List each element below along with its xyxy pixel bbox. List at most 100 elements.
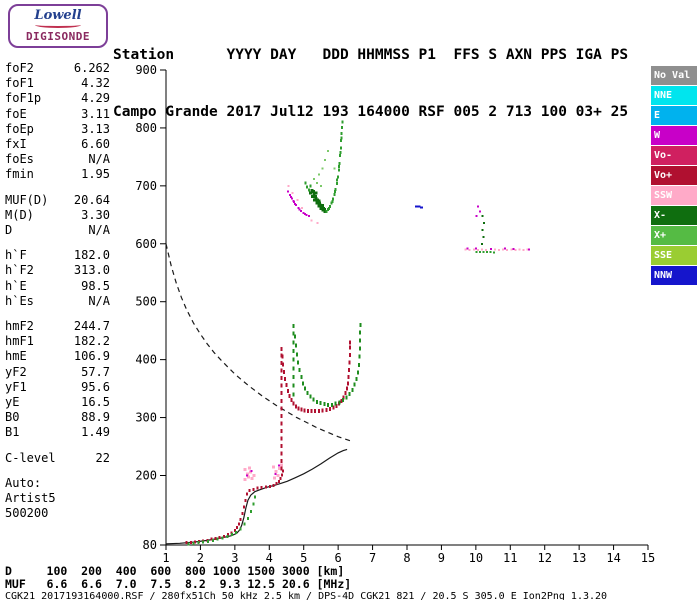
F2-trace-O-point (328, 406, 331, 411)
F1-ledge-O-point (279, 476, 282, 480)
hop2-W-magenta-point (287, 190, 290, 193)
F2-trace-O-point (280, 347, 283, 352)
oblique-magenta-point (475, 215, 478, 217)
F1-ledge-O-point (275, 482, 278, 486)
x-tick-label: 4 (266, 551, 273, 565)
param-label: hmF1 (5, 334, 34, 349)
F2-trace-X-point (292, 348, 295, 353)
hop2-X-green-rise-point (307, 188, 310, 192)
hop2-X-green-rise-point (341, 120, 344, 124)
F2-trace-O-point (345, 386, 348, 391)
oblique-magenta-point (512, 248, 515, 250)
F1-ledge-O-point (282, 469, 285, 473)
param-row-hme: hmE 106.9 (5, 349, 110, 364)
x-tick-label: 8 (403, 551, 410, 565)
param-label: B1 (5, 425, 20, 440)
logo-swoosh-icon (35, 22, 81, 28)
hop2-W-magenta-point (298, 208, 301, 211)
hop2-X-green-rise-point (309, 184, 312, 188)
E-trace-X-point (197, 541, 200, 545)
oblique-pink-line-point (514, 249, 517, 252)
F2-trace-X-point (357, 362, 360, 367)
E-trace-X-point (226, 534, 229, 538)
F2-trace-X-point (292, 324, 295, 328)
F2-trace-O-point (280, 398, 283, 403)
F2-trace-X-point (309, 394, 312, 399)
E-trace-O-point (244, 498, 247, 502)
oblique-pink-line-point (518, 248, 521, 251)
E-trace-X-point (239, 527, 242, 531)
param-row-hmf2: hmF2 244.7 (5, 319, 110, 334)
oblique-pink-line-point (526, 248, 529, 251)
F2-trace-O-point (306, 409, 309, 414)
hop2-X-green-rise-point (328, 205, 331, 209)
F2-trace-X-point (330, 402, 333, 407)
hop2-X-darkgreen-point (322, 206, 326, 210)
oblique-magenta-point (476, 205, 479, 208)
hop2-X-darkgreen-point (318, 201, 322, 205)
F1-pink-cluster-point (243, 468, 247, 472)
hop2-X-green-rise-point (340, 139, 343, 143)
F2-trace-X-point (306, 391, 309, 396)
characteristics-panel: foF2 6.262 foF1 4.32 foF1p 4.29 foE 3.11 foEp 3.1… (5, 61, 110, 531)
oblique-magenta-point (490, 248, 492, 250)
E-trace-X-point (254, 495, 257, 499)
param-value: 182.0 (73, 248, 110, 263)
F2-trace-O-point (280, 391, 283, 396)
E-trace-X-point (231, 533, 234, 537)
E-trace-O-point (218, 536, 221, 539)
hop2-X-green-rise-point (331, 200, 334, 203)
oblique-pink-line-point (502, 248, 505, 251)
E-trace-O-point (210, 537, 213, 541)
legend-item-nne: NNE (651, 86, 697, 105)
F2-trace-O-point (280, 406, 283, 411)
E-trace-O-point (243, 505, 246, 509)
nnw-dash-point (417, 205, 421, 208)
F2-trace-O-point (310, 409, 313, 414)
E-trace-O-point (239, 518, 242, 521)
true-height-profile (165, 448, 348, 545)
F1-ledge-O-point (272, 483, 275, 487)
muf-row: MUF 6.6 6.6 7.0 7.5 8.2 9.3 12.5 20.6 [M… (5, 577, 352, 591)
param-label: fxI (5, 137, 27, 152)
F1-ledge-O-point (260, 486, 263, 490)
hop2-X-green-rise-point (328, 206, 331, 210)
param-row-clevel: C-level 22 (5, 451, 110, 466)
param-label: foF2 (5, 61, 34, 75)
F1-pink-cluster-point (252, 474, 256, 477)
echo-color-legend: No Val NNE E W Vo- Vo+ SSW X- X+ SSE NNW (651, 66, 697, 286)
param-label: foE (5, 106, 27, 121)
hop2-X-green-rise-point (330, 201, 333, 205)
oblique-pink-line-point (485, 249, 488, 252)
F2-trace-O-point (346, 381, 349, 386)
y-tick-label: 500 (135, 295, 157, 309)
legend-item-nnw: NNW (651, 266, 697, 285)
x-tick-label: 9 (438, 551, 445, 565)
hop2-X-green-rise-point (339, 154, 342, 158)
F2-trace-X-point (293, 334, 296, 339)
F2-trace-O-point (280, 443, 283, 448)
param-value: 20.64 (73, 192, 110, 207)
hop2-W-magenta-point (291, 197, 293, 200)
F2-trace-O-point (342, 395, 345, 400)
param-value: N/A (88, 223, 110, 238)
F2-trace-O-point (280, 368, 283, 373)
F2-trace-O-point (280, 413, 283, 418)
hop2-X-green-rise-point (325, 209, 328, 213)
hop2-X-green-rise-point (335, 182, 338, 185)
oblique-green-col-point (483, 221, 486, 224)
hop2-X-green-rise-point (340, 125, 343, 129)
hop2-X-green-rise-point (339, 150, 342, 154)
logo-digisonde-text: DIGISONDE (25, 30, 91, 43)
param-row-hf: h`F 182.0 (5, 248, 110, 263)
lowell-digisonde-logo: Lowell DIGISONDE (8, 4, 108, 48)
F2-trace-O-point (349, 345, 352, 350)
param-group-5: Auto: Artist5 500200 (5, 476, 110, 522)
hop2-X-green-rise-point (340, 136, 343, 140)
legend-item-x-: X- (651, 206, 697, 225)
F2-trace-O-point (280, 459, 283, 463)
F1-ledge-O-point (264, 485, 267, 489)
y-tick-label: 300 (135, 411, 157, 425)
hop2-X-darkgreen-point (323, 209, 327, 213)
